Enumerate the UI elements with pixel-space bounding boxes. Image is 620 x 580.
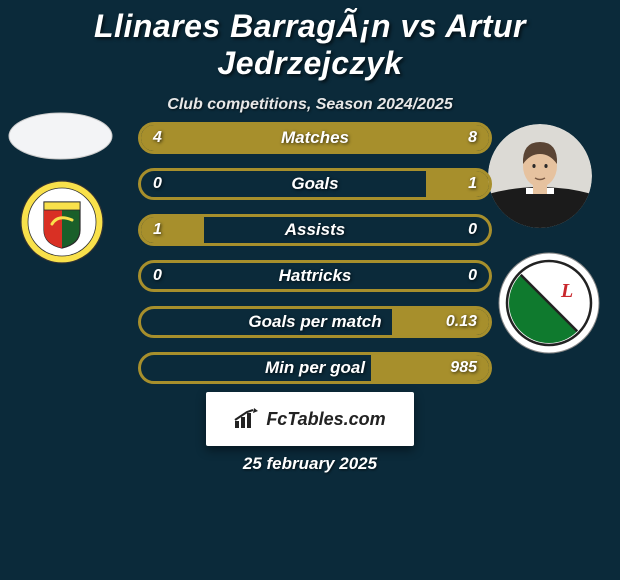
comparison-title: Llinares BarragÃ¡n vs Artur Jedrzejczyk (0, 0, 620, 82)
brand-chart-icon (234, 408, 260, 430)
stat-value-right: 0.13 (446, 309, 477, 335)
player-right-club-badge: L (498, 252, 600, 354)
brand-content: FcTables.com (234, 408, 385, 430)
stat-value-right: 8 (468, 125, 477, 151)
stat-row: Goals per match 0.13 (138, 306, 492, 338)
player-left-avatar (8, 112, 113, 160)
stat-row: Min per goal 985 (138, 352, 492, 384)
stat-row: 0 Goals 1 (138, 168, 492, 200)
stat-row: 0 Hattricks 0 (138, 260, 492, 292)
stat-value-right: 1 (468, 171, 477, 197)
player-right-avatar (488, 124, 592, 228)
stat-row: 4 Matches 8 (138, 122, 492, 154)
brand-text: FcTables.com (266, 409, 385, 430)
player-left-club-badge (20, 180, 104, 264)
season-subtitle: Club competitions, Season 2024/2025 (0, 96, 620, 114)
stat-label: Goals per match (141, 309, 489, 335)
svg-text:L: L (560, 280, 573, 302)
stat-value-right: 0 (468, 263, 477, 289)
stat-label: Min per goal (141, 355, 489, 381)
stat-value-right: 985 (450, 355, 477, 381)
stat-label: Hattricks (141, 263, 489, 289)
stat-label: Matches (141, 125, 489, 151)
stat-value-right: 0 (468, 217, 477, 243)
stat-label: Goals (141, 171, 489, 197)
stat-bars: 4 Matches 8 0 Goals 1 1 Assists 0 0 Hatt… (138, 122, 492, 398)
stat-row: 1 Assists 0 (138, 214, 492, 246)
brand-box: FcTables.com (206, 392, 414, 446)
snapshot-date: 25 february 2025 (0, 454, 620, 474)
stat-label: Assists (141, 217, 489, 243)
